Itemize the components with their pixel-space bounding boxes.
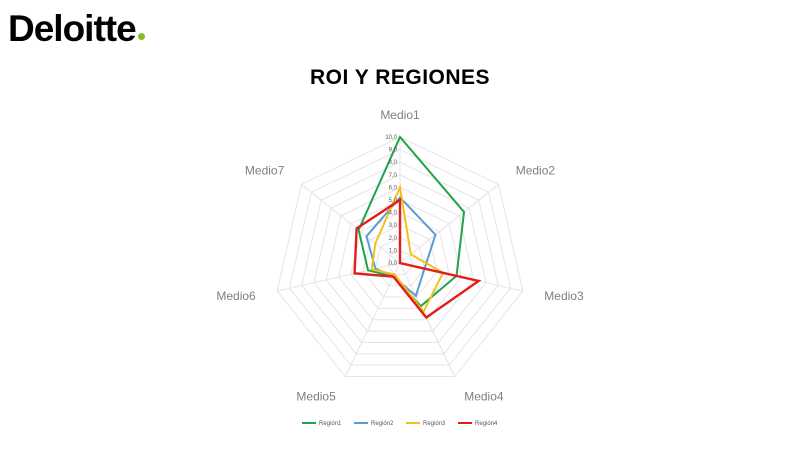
tick-label: 4,0: [389, 211, 398, 217]
legend-label: Región2: [371, 421, 394, 427]
series-line: [370, 183, 445, 314]
tick-label: 9,0: [389, 148, 398, 154]
grid-spoke: [277, 262, 401, 292]
grid-spoke: [399, 262, 456, 377]
tick-label: 3,0: [389, 223, 398, 229]
legend-label: Región1: [319, 421, 342, 427]
grid-spoke: [301, 184, 401, 264]
axis-label: Medio2: [516, 164, 556, 178]
deloitte-logo: Deloitte: [8, 6, 145, 52]
grid-ring: [338, 199, 462, 321]
brand-dot: [137, 33, 145, 40]
axis-label: Medio3: [544, 289, 584, 303]
grid-ring: [350, 212, 450, 309]
legend-label: Región3: [423, 421, 446, 427]
grid-spoke: [344, 262, 401, 377]
axis-label: Medio1: [380, 108, 420, 122]
grid-ring: [387, 249, 413, 275]
tick-label: 5,0: [389, 198, 398, 204]
grid-ring: [288, 149, 512, 366]
axis-label: Medio7: [245, 164, 285, 178]
axis-label: Medio6: [216, 289, 256, 303]
tick-label: 8,0: [389, 160, 398, 166]
radar-series: [353, 135, 482, 320]
legend-label: Región4: [475, 421, 498, 427]
radar-axis-labels: Medio1 Medio2 Medio3 Medio4 Medio5 Medio6 Medi…: [216, 108, 584, 403]
grid-ring: [301, 161, 499, 355]
grid-ring: [276, 136, 524, 378]
grid-ring: [313, 174, 487, 343]
grid-spoke: [399, 184, 499, 264]
tick-label: 0,0: [389, 261, 398, 267]
tick-label: 6,0: [389, 185, 398, 191]
axis-label: Medio4: [464, 389, 504, 403]
tick-label: 2,0: [389, 236, 398, 242]
tick-label: 7,0: [389, 173, 398, 179]
tick-label: 1,0: [389, 248, 398, 254]
axis-label: Medio5: [296, 389, 336, 403]
chart-legend: Región1 Región2 Región3 Región4: [302, 421, 498, 427]
radar-ticks: 0,0 1,0 2,0 3,0 4,0 5,0 6,0 7,0 8,0 9,0 10,0: [385, 135, 397, 267]
series-line: [353, 197, 482, 320]
tick-label: 10,0: [385, 135, 397, 141]
brand-name: Deloitte: [8, 8, 137, 49]
chart-title: ROI Y REGIONES: [309, 66, 491, 89]
